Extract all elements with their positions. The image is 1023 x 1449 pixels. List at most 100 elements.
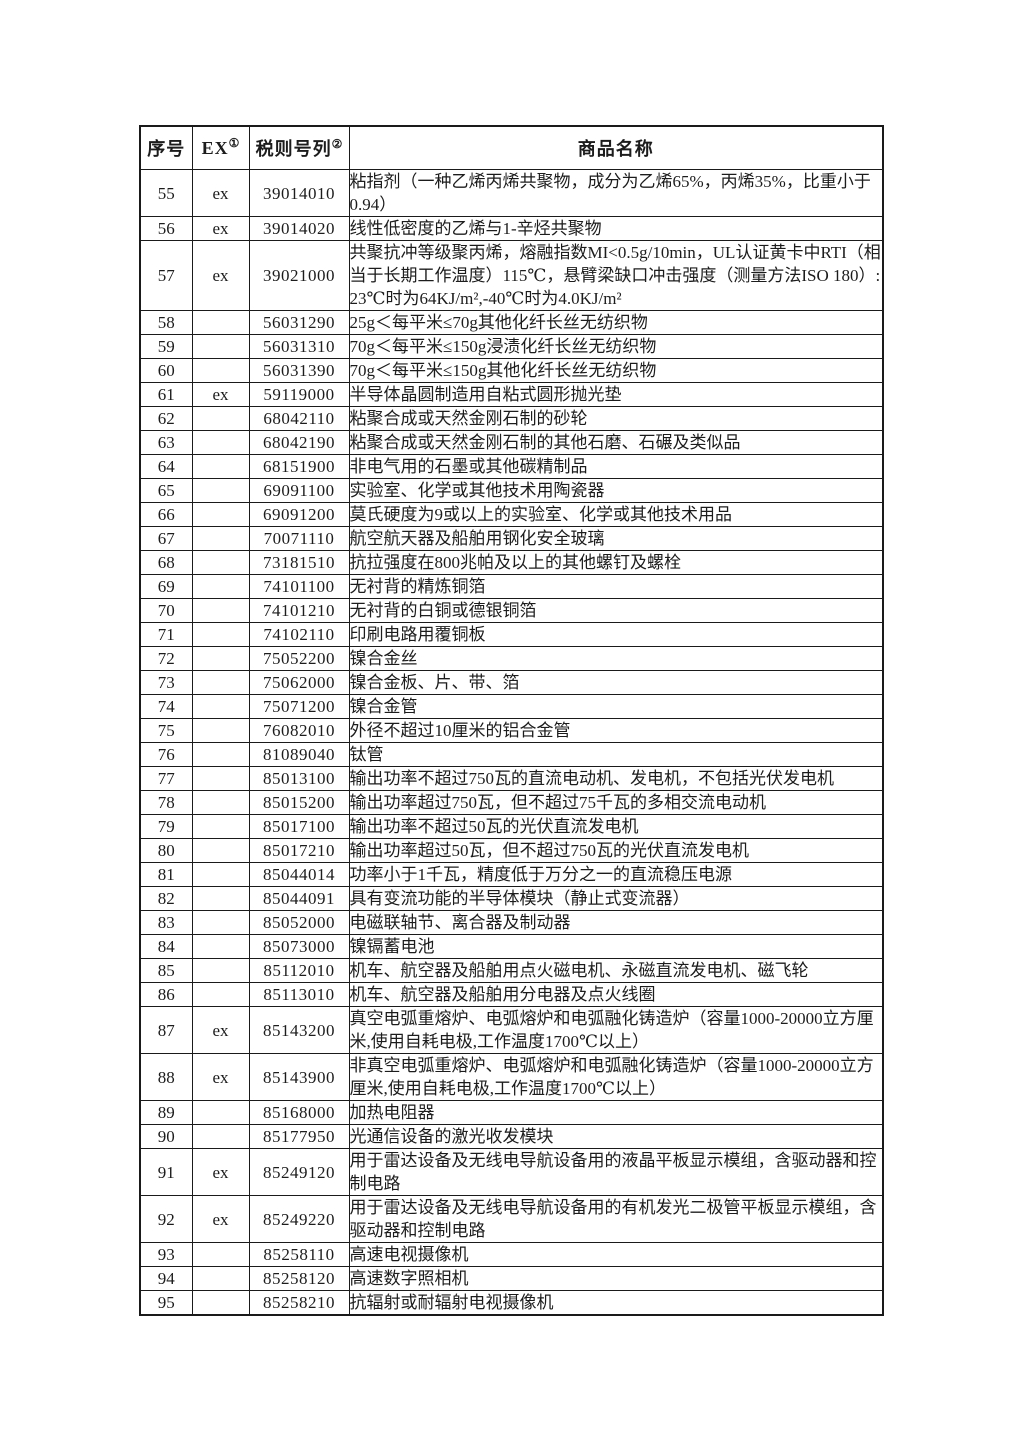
cell-serial-number: 75 — [139, 718, 193, 743]
header-label: 税则号列 — [255, 139, 332, 159]
cell-serial-number: 63 — [139, 430, 193, 455]
cell-ex-flag — [191, 478, 250, 503]
cell-ex-flag — [191, 646, 250, 671]
table-row: 71 74102110 印刷电路用覆铜板 — [139, 622, 884, 647]
cell-ex-flag — [191, 454, 250, 479]
cell-serial-number: 78 — [139, 790, 193, 815]
table-row: 58 56031290 25g＜每平米≤70g其他化纤长丝无纺织物 — [139, 310, 884, 335]
table-row: 78 85015200 输出功率超过750瓦，但不超过75千瓦的多相交流电动机 — [139, 790, 884, 815]
cell-serial-number: 76 — [139, 742, 193, 767]
cell-ex-flag — [191, 406, 250, 431]
cell-serial-number: 65 — [139, 478, 193, 503]
cell-ex-flag — [191, 958, 250, 983]
cell-ex-flag — [191, 694, 250, 719]
cell-product-name: 光通信设备的激光收发模块 — [348, 1124, 884, 1149]
cell-tariff-code: 85017210 — [248, 838, 350, 863]
cell-product-name: 机车、航空器及船舶用点火磁电机、永磁直流发电机、磁飞轮 — [348, 958, 884, 983]
cell-product-name: 非真空电弧重熔炉、电弧熔炉和电弧融化铸造炉（容量1000-20000立方厘米,使… — [348, 1053, 884, 1101]
cell-tariff-code: 85052000 — [248, 910, 350, 935]
cell-product-name: 钛管 — [348, 742, 884, 767]
cell-tariff-code: 75062000 — [248, 670, 350, 695]
cell-serial-number: 66 — [139, 502, 193, 527]
cell-product-name: 莫氏硬度为9或以上的实验室、化学或其他技术用品 — [348, 502, 884, 527]
header-serial-number: 序号 — [139, 125, 193, 170]
cell-serial-number: 69 — [139, 574, 193, 599]
cell-product-name: 非电气用的石墨或其他碳精制品 — [348, 454, 884, 479]
table-row: 79 85017100 输出功率不超过50瓦的光伏直流发电机 — [139, 814, 884, 839]
cell-tariff-code: 70071110 — [248, 526, 350, 551]
cell-tariff-code: 68042190 — [248, 430, 350, 455]
cell-ex-flag: ex — [191, 1053, 250, 1101]
cell-product-name: 印刷电路用覆铜板 — [348, 622, 884, 647]
cell-product-name: 真空电弧重熔炉、电弧熔炉和电弧融化铸造炉（容量1000-20000立方厘米,使用… — [348, 1006, 884, 1054]
table-row: 90 85177950 光通信设备的激光收发模块 — [139, 1124, 884, 1149]
cell-ex-flag — [191, 622, 250, 647]
table-row: 63 68042190 粘聚合成或天然金刚石制的其他石磨、石碾及类似品 — [139, 430, 884, 455]
cell-product-name: 无衬背的精炼铜箔 — [348, 574, 884, 599]
cell-serial-number: 83 — [139, 910, 193, 935]
table-row: 94 85258120 高速数字照相机 — [139, 1266, 884, 1291]
table-row: 85 85112010 机车、航空器及船舶用点火磁电机、永磁直流发电机、磁飞轮 — [139, 958, 884, 983]
cell-tariff-code: 85168000 — [248, 1100, 350, 1125]
cell-serial-number: 57 — [139, 240, 193, 311]
cell-product-name: 70g＜每平米≤150g浸渍化纤长丝无纺织物 — [348, 334, 884, 359]
tariff-table-header: 序号 EX① 税则号列② 商品名称 — [139, 125, 884, 170]
cell-product-name: 加热电阻器 — [348, 1100, 884, 1125]
cell-ex-flag — [191, 1100, 250, 1125]
cell-product-name: 镍合金板、片、带、箔 — [348, 670, 884, 695]
cell-product-name: 粘指剂（一种乙烯丙烯共聚物，成分为乙烯65%，丙烯35%，比重小于0.94） — [348, 169, 884, 217]
header-ex-flag: EX① — [191, 125, 250, 170]
cell-ex-flag — [191, 910, 250, 935]
cell-tariff-code: 85258120 — [248, 1266, 350, 1291]
table-row: 91 ex 85249120 用于雷达设备及无线电导航设备用的液晶平板显示模组，… — [139, 1148, 884, 1196]
cell-product-name: 共聚抗冲等级聚丙烯，熔融指数MI<0.5g/10min，UL认证黄卡中RTI（相… — [348, 240, 884, 311]
cell-tariff-code: 85249220 — [248, 1195, 350, 1243]
cell-serial-number: 70 — [139, 598, 193, 623]
cell-product-name: 70g＜每平米≤150g其他化纤长丝无纺织物 — [348, 358, 884, 383]
cell-serial-number: 56 — [139, 216, 193, 241]
table-row: 93 85258110 高速电视摄像机 — [139, 1242, 884, 1267]
cell-ex-flag — [191, 982, 250, 1007]
cell-product-name: 无衬背的白铜或德银铜箔 — [348, 598, 884, 623]
cell-product-name: 25g＜每平米≤70g其他化纤长丝无纺织物 — [348, 310, 884, 335]
cell-tariff-code: 85143900 — [248, 1053, 350, 1101]
cell-ex-flag — [191, 334, 250, 359]
cell-product-name: 输出功率超过750瓦，但不超过75千瓦的多相交流电动机 — [348, 790, 884, 815]
table-row: 77 85013100 输出功率不超过750瓦的直流电动机、发电机，不包括光伏发… — [139, 766, 884, 791]
cell-tariff-code: 69091100 — [248, 478, 350, 503]
cell-product-name: 粘聚合成或天然金刚石制的砂轮 — [348, 406, 884, 431]
cell-ex-flag: ex — [191, 169, 250, 217]
cell-tariff-code: 85143200 — [248, 1006, 350, 1054]
cell-tariff-code: 59119000 — [248, 382, 350, 407]
cell-ex-flag — [191, 670, 250, 695]
cell-product-name: 抗拉强度在800兆帕及以上的其他螺钉及螺栓 — [348, 550, 884, 575]
cell-serial-number: 80 — [139, 838, 193, 863]
cell-serial-number: 71 — [139, 622, 193, 647]
table-row: 81 85044014 功率小于1千瓦，精度低于万分之一的直流稳压电源 — [139, 862, 884, 887]
cell-serial-number: 81 — [139, 862, 193, 887]
cell-product-name: 输出功率不超过750瓦的直流电动机、发电机，不包括光伏发电机 — [348, 766, 884, 791]
cell-serial-number: 55 — [139, 169, 193, 217]
cell-tariff-code: 68151900 — [248, 454, 350, 479]
cell-ex-flag — [191, 934, 250, 959]
cell-ex-flag — [191, 1290, 250, 1316]
cell-serial-number: 72 — [139, 646, 193, 671]
cell-ex-flag — [191, 526, 250, 551]
cell-ex-flag — [191, 886, 250, 911]
cell-tariff-code: 75052200 — [248, 646, 350, 671]
cell-serial-number: 91 — [139, 1148, 193, 1196]
cell-product-name: 电磁联轴节、离合器及制动器 — [348, 910, 884, 935]
cell-product-name: 半导体晶圆制造用自粘式圆形抛光垫 — [348, 382, 884, 407]
cell-tariff-code: 85177950 — [248, 1124, 350, 1149]
cell-serial-number: 79 — [139, 814, 193, 839]
cell-serial-number: 74 — [139, 694, 193, 719]
cell-tariff-code: 85017100 — [248, 814, 350, 839]
cell-ex-flag — [191, 718, 250, 743]
table-row: 69 74101100 无衬背的精炼铜箔 — [139, 574, 884, 599]
cell-product-name: 线性低密度的乙烯与1-辛烃共聚物 — [348, 216, 884, 241]
cell-ex-flag — [191, 550, 250, 575]
cell-product-name: 高速电视摄像机 — [348, 1242, 884, 1267]
cell-ex-flag — [191, 814, 250, 839]
table-row: 67 70071110 航空航天器及船舶用钢化安全玻璃 — [139, 526, 884, 551]
